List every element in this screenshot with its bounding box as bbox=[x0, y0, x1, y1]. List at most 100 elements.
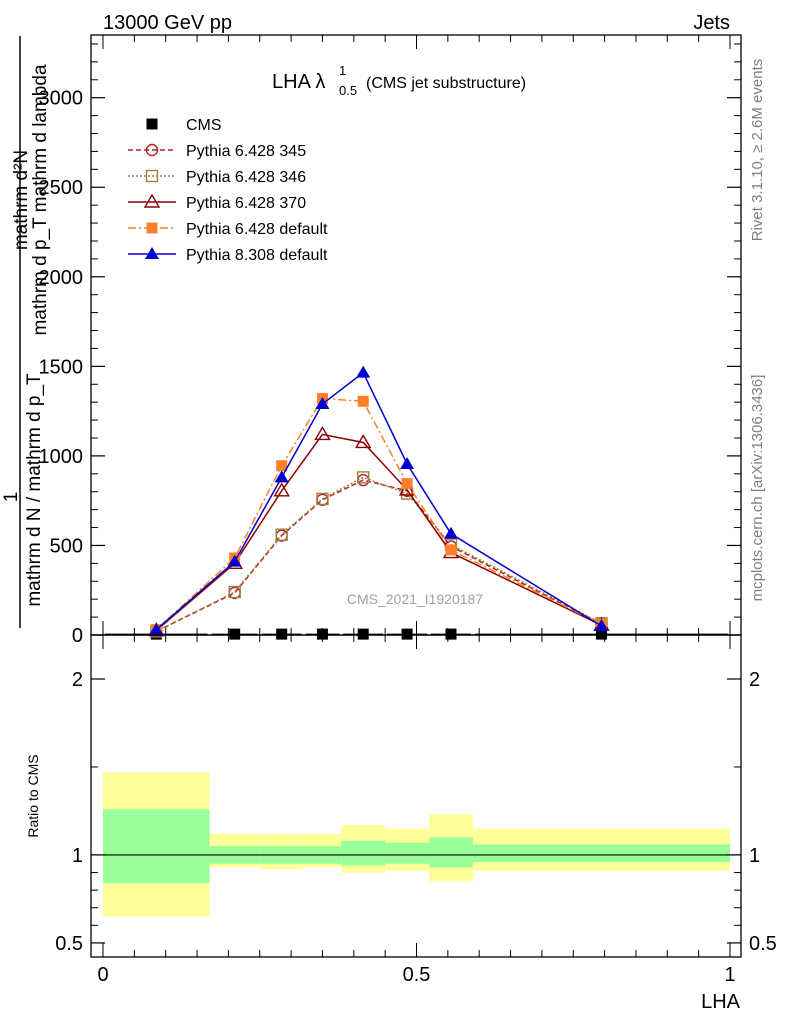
ratio-tick-label: 1 bbox=[72, 845, 83, 867]
legend-label: Pythia 8.308 default bbox=[186, 247, 328, 264]
legend-label: CMS bbox=[186, 117, 222, 134]
x-tick-label: 1 bbox=[724, 964, 735, 986]
y-tick-label: 1000 bbox=[39, 446, 84, 468]
ratio-tick-label-right: 0.5 bbox=[749, 933, 777, 955]
marker-open-square bbox=[275, 528, 288, 541]
y-title-bottom: mathrm d N / mathrm d p_T bbox=[24, 373, 45, 607]
y-title-top: mathrm d²N bbox=[11, 150, 32, 250]
analysis-watermark: CMS_2021_I1920187 bbox=[347, 591, 483, 607]
marker-triangle bbox=[443, 526, 458, 539]
series-line bbox=[155, 371, 602, 631]
series-pythia-8-308-default bbox=[149, 365, 609, 635]
marker-open-triangle bbox=[354, 434, 372, 449]
legend: CMS Pythia 6.428 345 Pythia 6.428 346 Pythi… bbox=[128, 117, 328, 264]
marker-square bbox=[401, 478, 413, 490]
legend-entry: Pythia 6.428 default bbox=[128, 221, 328, 238]
ratio-y-title: Ratio to CMS bbox=[25, 754, 41, 837]
y-title-top-2: mathrm d p_T mathrm d lambda bbox=[30, 64, 51, 335]
marker-square bbox=[445, 628, 457, 640]
y-title-prefix: 1 bbox=[1, 492, 22, 503]
marker-open-triangle bbox=[143, 193, 161, 208]
series-line bbox=[155, 479, 602, 633]
marker-square bbox=[146, 222, 158, 234]
main-y-ticks: 0 500 1000 1500 2000 2500 3000 bbox=[39, 43, 741, 647]
legend-label: Pythia 6.428 346 bbox=[186, 169, 306, 186]
title-main: LHA λ bbox=[272, 71, 325, 93]
marker-open-circle bbox=[228, 586, 241, 600]
ratio-panel: 0.5 0.51 12 2 0 0.5 1 bbox=[55, 634, 777, 986]
ratio-x-ticks: 0 0.5 1 bbox=[97, 635, 736, 986]
y-tick-label: 0 bbox=[72, 625, 83, 647]
legend-entry: Pythia 6.428 345 bbox=[128, 143, 306, 160]
x-tick-label: 0.5 bbox=[403, 964, 431, 986]
legend-entry: CMS bbox=[146, 117, 222, 134]
marker-square bbox=[357, 395, 369, 407]
marker-triangle bbox=[356, 365, 371, 378]
ratio-tick-label: 0.5 bbox=[55, 933, 83, 955]
marker-square bbox=[357, 628, 369, 640]
series-pythia-6-428-345 bbox=[150, 473, 608, 638]
ratio-band-inner bbox=[341, 840, 386, 866]
y-tick-label: 500 bbox=[50, 535, 83, 557]
marker-square bbox=[401, 628, 413, 640]
ratio-bands bbox=[103, 772, 730, 917]
series-cms bbox=[105, 628, 728, 640]
ratio-band-inner bbox=[103, 809, 210, 884]
ratio-band-inner bbox=[472, 844, 730, 862]
ratio-y-ticks: 0.5 0.5 1 1 2 2 bbox=[55, 669, 777, 955]
series-line bbox=[155, 476, 602, 633]
y-tick-label: 2500 bbox=[39, 177, 84, 199]
collision-label: 13000 GeV pp bbox=[103, 12, 232, 34]
y-tick-label: 2000 bbox=[39, 267, 84, 289]
marker-open-circle bbox=[316, 493, 329, 506]
plot-title: LHA λ 1 0.5 (CMS jet substructure) bbox=[272, 63, 526, 98]
x-tick-label: 0 bbox=[97, 964, 108, 986]
mcplots-label: mcplots.cern.ch [arXiv:1306.3436] bbox=[749, 375, 766, 602]
series-pythia-6-428-346 bbox=[150, 471, 608, 638]
series-line bbox=[155, 433, 602, 632]
legend-entry: Pythia 6.428 346 bbox=[128, 169, 306, 186]
marker-triangle bbox=[400, 456, 415, 469]
marker-square bbox=[146, 118, 158, 130]
ratio-band-inner bbox=[429, 837, 473, 868]
marker-open-triangle bbox=[314, 426, 331, 441]
title-note: (CMS jet substructure) bbox=[366, 75, 526, 92]
rivet-label: Rivet 3.1.10, ≥ 2.6M events bbox=[749, 59, 766, 242]
marker-triangle bbox=[149, 622, 164, 635]
legend-label: Pythia 6.428 default bbox=[186, 221, 328, 238]
marker-open-circle bbox=[145, 143, 159, 157]
marker-open-square bbox=[316, 492, 329, 506]
marker-square bbox=[595, 628, 607, 640]
ratio-tick-label-right: 1 bbox=[749, 845, 760, 867]
y-tick-label: 3000 bbox=[39, 88, 84, 110]
marker-square bbox=[276, 460, 288, 472]
marker-triangle bbox=[594, 619, 609, 632]
marker-open-square bbox=[228, 585, 241, 599]
ratio-tick-label: 2 bbox=[72, 669, 83, 691]
series-line bbox=[155, 397, 602, 631]
ratio-tick-label-right: 2 bbox=[749, 669, 760, 691]
marker-triangle bbox=[274, 470, 289, 483]
marker-square bbox=[316, 628, 328, 640]
legend-entry: Pythia 8.308 default bbox=[128, 247, 328, 264]
marker-triangle bbox=[315, 396, 330, 409]
marker-square bbox=[445, 544, 457, 556]
legend-entry: Pythia 6.428 370 bbox=[128, 193, 306, 212]
x-axis-title: LHA bbox=[701, 991, 741, 1013]
marker-square bbox=[229, 628, 241, 640]
jets-label: Jets bbox=[693, 12, 730, 34]
marker-open-square bbox=[145, 169, 159, 183]
main-panel: 0 500 1000 1500 2000 2500 3000 bbox=[39, 34, 742, 647]
title-superscript: 1 bbox=[339, 63, 346, 78]
y-tick-label: 1500 bbox=[39, 356, 84, 378]
legend-label: Pythia 6.428 370 bbox=[186, 195, 306, 212]
legend-label: Pythia 6.428 345 bbox=[186, 143, 306, 160]
title-subscript: 0.5 bbox=[339, 83, 357, 98]
marker-open-triangle bbox=[273, 482, 290, 497]
marker-triangle bbox=[145, 247, 159, 259]
marker-square bbox=[276, 628, 288, 640]
y-axis-title: mathrm d²N mathrm d p_T mathrm d lambda … bbox=[1, 36, 51, 628]
ratio-band-inner bbox=[385, 842, 430, 864]
marker-triangle bbox=[227, 554, 242, 567]
